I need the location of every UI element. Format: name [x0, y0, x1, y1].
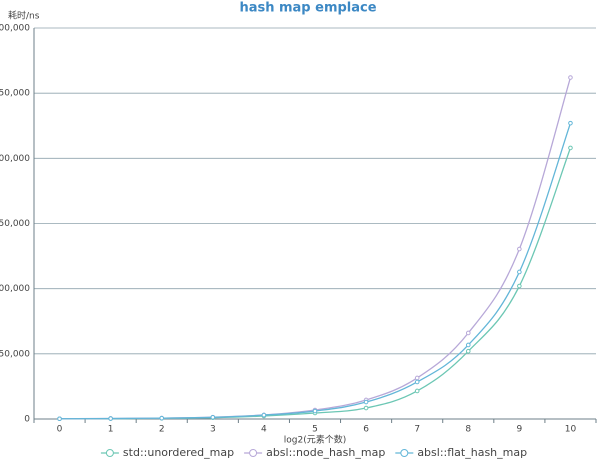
point — [517, 269, 522, 275]
point — [414, 375, 420, 381]
point — [414, 379, 420, 385]
point — [159, 415, 165, 421]
y-axis-label: 耗时/ns — [8, 10, 40, 22]
x-tick-label: 6 — [363, 425, 369, 435]
y-tick-label: 250,000 — [0, 89, 30, 99]
series-line — [59, 147, 572, 420]
x-tick-label: 0 — [57, 425, 63, 435]
point — [210, 415, 216, 420]
point — [517, 283, 522, 289]
point — [568, 145, 573, 151]
point — [414, 388, 420, 394]
y-tick-label: 300,000 — [0, 24, 30, 34]
x-tick-label: 8 — [465, 425, 471, 435]
x-axis-label: log2(元素个数) — [284, 434, 346, 446]
point — [465, 330, 471, 336]
point — [465, 342, 471, 348]
chart-title: hash map emplace — [239, 1, 376, 16]
point — [568, 120, 573, 126]
legend: std::unordered_map absl::node_hash_map abs… — [100, 446, 527, 459]
point — [261, 412, 267, 418]
legend-marker — [400, 449, 409, 457]
legend-label: std::unordered_map — [123, 446, 234, 459]
point — [517, 246, 522, 252]
x-tick-label: 5 — [312, 425, 318, 435]
point — [57, 416, 62, 422]
point — [363, 399, 369, 405]
y-tick-label: 200,000 — [0, 154, 30, 164]
y-tick-label: 50,000 — [0, 349, 30, 359]
y-tick-label: 150,000 — [0, 219, 30, 229]
series-line — [59, 122, 572, 420]
x-tick-label: 1 — [108, 425, 114, 435]
point — [568, 75, 573, 80]
y-tick-label: 100,000 — [0, 284, 30, 294]
series-line — [59, 77, 572, 420]
x-tick-label: 2 — [159, 425, 165, 435]
x-tick-label: 7 — [414, 425, 420, 435]
point — [108, 416, 113, 421]
point — [363, 405, 369, 411]
legend-label: absl::node_hash_map — [266, 446, 385, 459]
legend-label: absl::flat_hash_map — [417, 446, 527, 459]
legend-marker — [249, 449, 258, 457]
x-tick-label: 10 — [565, 425, 577, 435]
x-tick-label: 3 — [210, 425, 216, 435]
point — [465, 348, 471, 354]
y-tick-label: 0 — [24, 415, 30, 425]
point — [312, 408, 318, 414]
legend-marker — [105, 449, 114, 457]
x-tick-label: 4 — [261, 425, 267, 435]
x-tick-label: 9 — [516, 425, 522, 435]
